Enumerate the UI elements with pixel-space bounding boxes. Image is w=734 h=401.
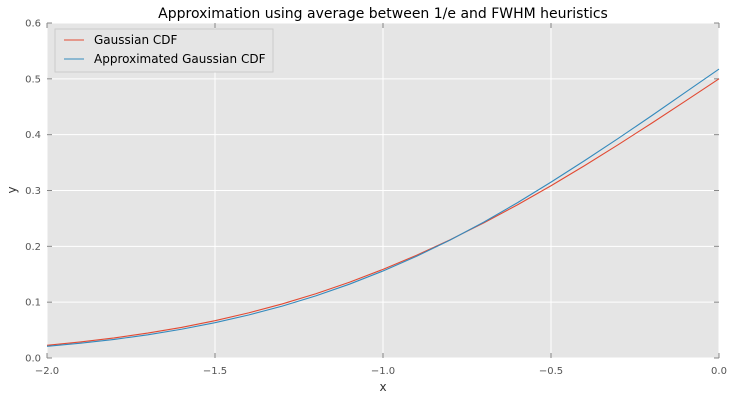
legend-label-approximated-gaussian-cdf: Approximated Gaussian CDF: [94, 52, 266, 66]
x-tick-label: 0.0: [711, 366, 727, 377]
y-tick-label: 0.3: [25, 186, 41, 197]
x-axis-label: x: [379, 380, 386, 394]
tick-labels: −2.0 −1.5 −1.0 −0.5 0.0 0.0 0.1 0.2 0.3 0.4 0.5 0.6: [25, 19, 727, 378]
grid: [46, 22, 720, 359]
y-tick-label: 0.1: [25, 298, 41, 309]
chart-title: Approximation using average between 1/e …: [158, 6, 608, 22]
x-tick-label: −1.5: [203, 366, 227, 377]
y-tick-label: 0.0: [25, 354, 41, 365]
legend: Gaussian CDF Approximated Gaussian CDF: [54, 28, 274, 73]
series-layer: [46, 68, 720, 347]
y-tick-label: 0.2: [25, 242, 41, 253]
series-line-gaussian-cdf: [46, 78, 720, 346]
x-tick-label: −2.0: [35, 366, 59, 377]
legend-label-gaussian-cdf: Gaussian CDF: [94, 33, 177, 47]
series-line-approximated-gaussian-cdf: [46, 68, 720, 347]
tick-marks: [46, 22, 720, 359]
x-tick-label: −0.5: [539, 366, 563, 377]
y-tick-label: 0.6: [25, 19, 41, 30]
y-axis-label: y: [5, 186, 19, 193]
legend-box: [54, 28, 274, 73]
y-tick-label: 0.5: [25, 74, 41, 85]
y-tick-label: 0.4: [25, 130, 41, 141]
x-tick-label: −1.0: [371, 366, 395, 377]
